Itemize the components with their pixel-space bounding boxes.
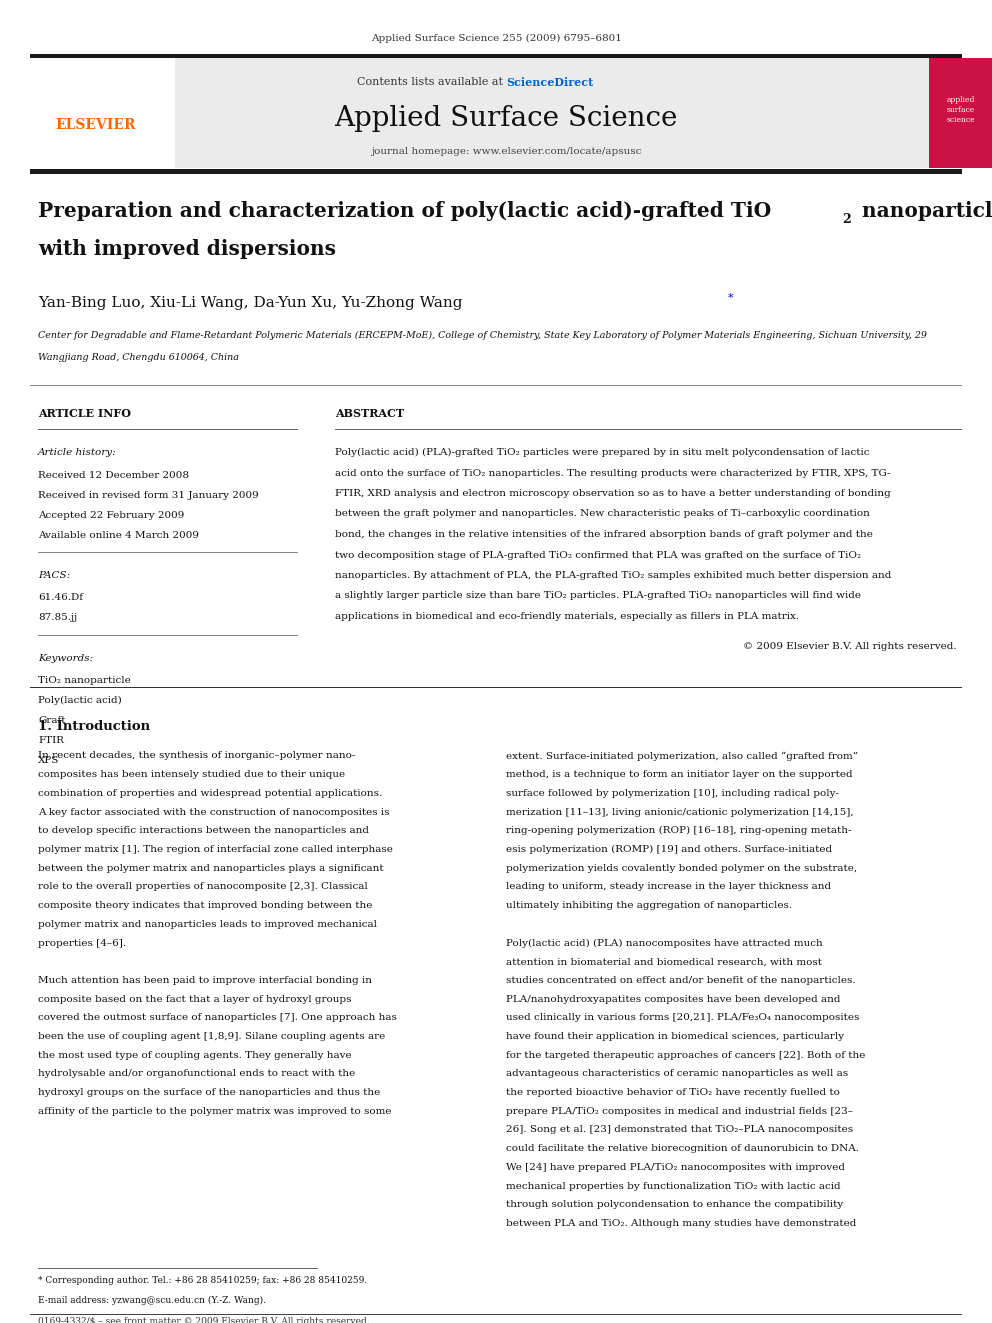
Text: TiO₂ nanoparticle: TiO₂ nanoparticle — [38, 676, 131, 685]
Text: ABSTRACT: ABSTRACT — [335, 407, 404, 419]
Text: XPS: XPS — [38, 755, 60, 765]
Text: composite based on the fact that a layer of hydroxyl groups: composite based on the fact that a layer… — [38, 995, 351, 1004]
Text: 61.46.Df: 61.46.Df — [38, 593, 83, 602]
Bar — [929, 58, 992, 168]
Text: We [24] have prepared PLA/TiO₂ nanocomposites with improved: We [24] have prepared PLA/TiO₂ nanocompo… — [506, 1163, 845, 1172]
Text: Graft: Graft — [38, 716, 65, 725]
Text: Contents lists available at: Contents lists available at — [356, 77, 506, 87]
Text: Accepted 22 February 2009: Accepted 22 February 2009 — [38, 511, 185, 520]
Text: between the polymer matrix and nanoparticles plays a significant: between the polymer matrix and nanoparti… — [38, 864, 384, 873]
Text: Applied Surface Science: Applied Surface Science — [334, 105, 678, 131]
Text: hydrolysable and/or organofunctional ends to react with the: hydrolysable and/or organofunctional end… — [38, 1069, 355, 1078]
Text: Keywords:: Keywords: — [38, 654, 93, 663]
Text: used clinically in various forms [20,21]. PLA/Fe₃O₄ nanocomposites: used clinically in various forms [20,21]… — [506, 1013, 859, 1023]
Text: Received in revised form 31 January 2009: Received in revised form 31 January 2009 — [38, 491, 259, 500]
Text: attention in biomaterial and biomedical research, with most: attention in biomaterial and biomedical … — [506, 958, 822, 966]
Text: ultimately inhibiting the aggregation of nanoparticles.: ultimately inhibiting the aggregation of… — [506, 901, 793, 910]
Text: In recent decades, the synthesis of inorganic–polymer nano-: In recent decades, the synthesis of inor… — [38, 751, 355, 761]
Text: PACS:: PACS: — [38, 572, 70, 579]
Text: 1. Introduction: 1. Introduction — [38, 720, 150, 733]
Text: nanoparticles: nanoparticles — [855, 201, 992, 221]
Text: advantageous characteristics of ceramic nanoparticles as well as: advantageous characteristics of ceramic … — [506, 1069, 848, 1078]
Text: FTIR: FTIR — [38, 736, 64, 745]
Text: 87.85.jj: 87.85.jj — [38, 613, 77, 622]
Text: polymer matrix and nanoparticles leads to improved mechanical: polymer matrix and nanoparticles leads t… — [38, 919, 377, 929]
Text: Preparation and characterization of poly(lactic acid)-grafted TiO: Preparation and characterization of poly… — [38, 201, 771, 221]
Text: Received 12 December 2008: Received 12 December 2008 — [38, 471, 189, 480]
Text: polymer matrix [1]. The region of interfacial zone called interphase: polymer matrix [1]. The region of interf… — [38, 845, 393, 855]
Text: mechanical properties by functionalization TiO₂ with lactic acid: mechanical properties by functionalizati… — [506, 1181, 840, 1191]
Text: been the use of coupling agent [1,8,9]. Silane coupling agents are: been the use of coupling agent [1,8,9]. … — [38, 1032, 385, 1041]
Text: esis polymerization (ROMP) [19] and others. Surface-initiated: esis polymerization (ROMP) [19] and othe… — [506, 845, 832, 855]
Text: studies concentrated on effect and/or benefit of the nanoparticles.: studies concentrated on effect and/or be… — [506, 976, 856, 984]
Text: through solution polycondensation to enhance the compatibility: through solution polycondensation to enh… — [506, 1200, 843, 1209]
Text: A key factor associated with the construction of nanocomposites is: A key factor associated with the constru… — [38, 807, 390, 816]
Text: combination of properties and widespread potential applications.: combination of properties and widespread… — [38, 789, 382, 798]
Text: Much attention has been paid to improve interfacial bonding in: Much attention has been paid to improve … — [38, 976, 372, 984]
Text: FTIR, XRD analysis and electron microscopy observation so as to have a better un: FTIR, XRD analysis and electron microsco… — [335, 490, 891, 497]
Bar — [30, 169, 962, 173]
Text: between the graft polymer and nanoparticles. New characteristic peaks of Ti–carb: between the graft polymer and nanopartic… — [335, 509, 870, 519]
Text: composites has been intensely studied due to their unique: composites has been intensely studied du… — [38, 770, 345, 779]
Text: covered the outmost surface of nanoparticles [7]. One approach has: covered the outmost surface of nanoparti… — [38, 1013, 397, 1023]
Text: have found their application in biomedical sciences, particularly: have found their application in biomedic… — [506, 1032, 844, 1041]
Text: could facilitate the relative biorecognition of daunorubicin to DNA.: could facilitate the relative biorecogni… — [506, 1144, 859, 1154]
Text: hydroxyl groups on the surface of the nanoparticles and thus the: hydroxyl groups on the surface of the na… — [38, 1088, 380, 1097]
Text: ScienceDirect: ScienceDirect — [506, 77, 593, 87]
Text: merization [11–13], living anionic/cationic polymerization [14,15],: merization [11–13], living anionic/catio… — [506, 807, 854, 816]
Text: © 2009 Elsevier B.V. All rights reserved.: © 2009 Elsevier B.V. All rights reserved… — [743, 643, 957, 651]
Text: acid onto the surface of TiO₂ nanoparticles. The resulting products were charact: acid onto the surface of TiO₂ nanopartic… — [335, 468, 891, 478]
Text: leading to uniform, steady increase in the layer thickness and: leading to uniform, steady increase in t… — [506, 882, 831, 892]
Text: two decomposition stage of PLA-grafted TiO₂ confirmed that PLA was grafted on th: two decomposition stage of PLA-grafted T… — [335, 550, 861, 560]
Text: Yan-Bing Luo, Xiu-Li Wang, Da-Yun Xu, Yu-Zhong Wang: Yan-Bing Luo, Xiu-Li Wang, Da-Yun Xu, Yu… — [38, 296, 462, 310]
Text: Poly(lactic acid) (PLA)-grafted TiO₂ particles were prepared by in situ melt pol: Poly(lactic acid) (PLA)-grafted TiO₂ par… — [335, 448, 870, 458]
Text: surface followed by polymerization [10], including radical poly-: surface followed by polymerization [10],… — [506, 789, 839, 798]
Bar — [30, 58, 175, 168]
Bar — [30, 53, 962, 58]
Text: E-mail address: yzwang@scu.edu.cn (Y.-Z. Wang).: E-mail address: yzwang@scu.edu.cn (Y.-Z.… — [38, 1297, 266, 1304]
Text: ELSEVIER: ELSEVIER — [55, 118, 136, 132]
Text: for the targeted therapeutic approaches of cancers [22]. Both of the: for the targeted therapeutic approaches … — [506, 1050, 865, 1060]
Text: a slightly larger particle size than bare TiO₂ particles. PLA-grafted TiO₂ nanop: a slightly larger particle size than bar… — [335, 591, 861, 601]
Bar — [30, 58, 929, 168]
Text: ARTICLE INFO: ARTICLE INFO — [38, 407, 131, 419]
Text: to develop specific interactions between the nanoparticles and: to develop specific interactions between… — [38, 827, 369, 835]
Text: * Corresponding author. Tel.: +86 28 85410259; fax: +86 28 85410259.: * Corresponding author. Tel.: +86 28 854… — [38, 1275, 367, 1285]
Text: the reported bioactive behavior of TiO₂ have recently fuelled to: the reported bioactive behavior of TiO₂ … — [506, 1088, 840, 1097]
Text: Article history:: Article history: — [38, 448, 117, 456]
Text: Center for Degradable and Flame-Retardant Polymeric Materials (ERCEPM-MoE), Coll: Center for Degradable and Flame-Retardan… — [38, 331, 927, 340]
Text: journal homepage: www.elsevier.com/locate/apsusc: journal homepage: www.elsevier.com/locat… — [371, 147, 641, 156]
Text: properties [4–6].: properties [4–6]. — [38, 938, 126, 947]
Text: 0169-4332/$ – see front matter © 2009 Elsevier B.V. All rights reserved.: 0169-4332/$ – see front matter © 2009 El… — [38, 1316, 370, 1323]
Text: Poly(lactic acid) (PLA) nanocomposites have attracted much: Poly(lactic acid) (PLA) nanocomposites h… — [506, 938, 822, 947]
Text: ring-opening polymerization (ROP) [16–18], ring-opening metath-: ring-opening polymerization (ROP) [16–18… — [506, 827, 851, 835]
Text: applied
surface
science: applied surface science — [946, 97, 975, 124]
Text: Available online 4 March 2009: Available online 4 March 2009 — [38, 531, 199, 540]
Text: bond, the changes in the relative intensities of the infrared absorption bands o: bond, the changes in the relative intens… — [335, 531, 873, 538]
Text: role to the overall properties of nanocomposite [2,3]. Classical: role to the overall properties of nanoco… — [38, 882, 368, 892]
Text: Poly(lactic acid): Poly(lactic acid) — [38, 696, 122, 705]
Text: applications in biomedical and eco-friendly materials, especially as fillers in : applications in biomedical and eco-frien… — [335, 613, 800, 620]
Text: nanoparticles. By attachment of PLA, the PLA-grafted TiO₂ samples exhibited much: nanoparticles. By attachment of PLA, the… — [335, 572, 892, 579]
Text: 26]. Song et al. [23] demonstrated that TiO₂–PLA nanocomposites: 26]. Song et al. [23] demonstrated that … — [506, 1126, 853, 1135]
Text: affinity of the particle to the polymer matrix was improved to some: affinity of the particle to the polymer … — [38, 1107, 392, 1115]
Text: extent. Surface-initiated polymerization, also called “grafted from”: extent. Surface-initiated polymerization… — [506, 751, 858, 761]
Text: method, is a technique to form an initiator layer on the supported: method, is a technique to form an initia… — [506, 770, 853, 779]
Text: PLA/nanohydroxyapatites composites have been developed and: PLA/nanohydroxyapatites composites have … — [506, 995, 840, 1004]
Text: 2: 2 — [842, 213, 851, 226]
Text: between PLA and TiO₂. Although many studies have demonstrated: between PLA and TiO₂. Although many stud… — [506, 1218, 856, 1228]
Text: polymerization yields covalently bonded polymer on the substrate,: polymerization yields covalently bonded … — [506, 864, 857, 873]
Text: prepare PLA/TiO₂ composites in medical and industrial fields [23–: prepare PLA/TiO₂ composites in medical a… — [506, 1107, 853, 1115]
Text: with improved dispersions: with improved dispersions — [38, 239, 336, 259]
Text: *: * — [728, 292, 734, 303]
Text: Wangjiang Road, Chengdu 610064, China: Wangjiang Road, Chengdu 610064, China — [38, 353, 239, 363]
Text: Applied Surface Science 255 (2009) 6795–6801: Applied Surface Science 255 (2009) 6795–… — [371, 33, 621, 42]
Text: composite theory indicates that improved bonding between the: composite theory indicates that improved… — [38, 901, 372, 910]
Text: the most used type of coupling agents. They generally have: the most used type of coupling agents. T… — [38, 1050, 351, 1060]
